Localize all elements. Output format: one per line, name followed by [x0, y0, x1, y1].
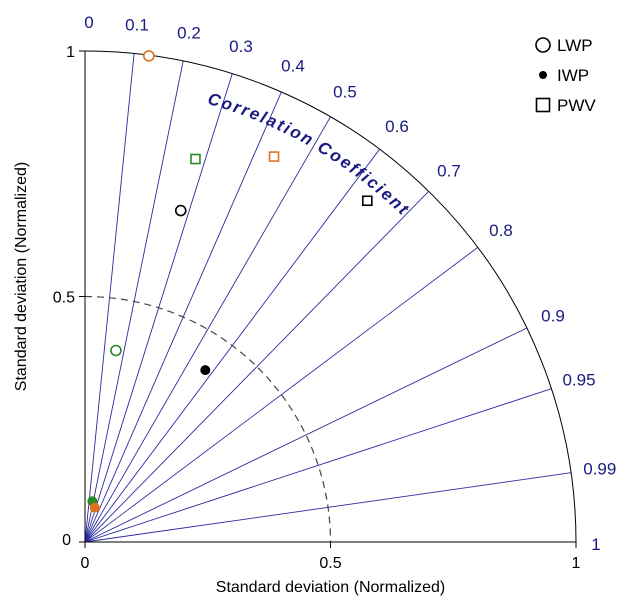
correlation-tick-label: 0.1	[125, 16, 149, 35]
correlation-tick-label: 0.2	[177, 24, 201, 43]
radial-line	[84, 247, 479, 543]
radial-line	[84, 388, 552, 543]
legend-filled-circle-icon	[539, 71, 547, 79]
correlation-radial-lines	[84, 53, 572, 543]
radial-line	[84, 327, 528, 543]
data-point-iwp	[200, 365, 211, 376]
correlation-tick-label: 0.8	[489, 221, 513, 240]
legend-entry-label: IWP	[557, 66, 589, 85]
y-tick-label: 1	[66, 44, 75, 61]
x-tick-label: 1	[572, 555, 581, 572]
legend-open-square-icon	[535, 97, 551, 113]
correlation-tick-label: 0.3	[229, 37, 253, 56]
radial-line	[84, 191, 430, 543]
reference-std-arc	[84, 295, 332, 543]
arc-label: Correlation Coefficient	[206, 89, 414, 220]
data-point-lwp	[110, 344, 122, 357]
legend: LWP IWP PWV	[535, 36, 596, 115]
radial-line	[84, 116, 331, 543]
data-point-lwp	[174, 204, 187, 217]
data-points	[87, 50, 373, 513]
x-axis-label: Standard deviation (Normalized)	[216, 579, 445, 596]
correlation-tick-label: 0.6	[385, 117, 409, 136]
correlation-tick-labels: 0 0.1 0.2 0.3 0.4 0.5 0.6 0.7 0.8 0.9 0.95 0.99 1	[84, 13, 616, 554]
correlation-tick-label: 0.99	[583, 460, 616, 479]
correlation-tick-label: 1	[591, 535, 600, 554]
y-tick-label: 0.5	[53, 290, 75, 307]
correlation-tick-label: 0.4	[281, 56, 305, 75]
x-tick-label: 0.5	[319, 555, 341, 572]
y-axis-label: Standard deviation (Normalized)	[13, 162, 30, 391]
data-point-iwp	[89, 502, 100, 513]
correlation-tick-label: 0.95	[562, 371, 595, 390]
outer-std-arc	[84, 50, 577, 543]
y-tick-label: 0	[62, 532, 71, 549]
data-point-pwv	[268, 151, 280, 162]
x-tick-label: 0	[81, 555, 90, 572]
correlation-tick-label: 0	[84, 13, 93, 32]
legend-open-circle-icon	[535, 37, 551, 53]
std-ticks: 00 0.5 0.5 1 1	[53, 44, 581, 572]
correlation-tick-label: 0.7	[437, 162, 461, 181]
data-point-lwp	[143, 50, 155, 62]
data-point-pwv	[190, 153, 201, 165]
correlation-tick-label: 0.9	[541, 306, 565, 325]
data-point-pwv	[362, 195, 373, 207]
legend-entry-label: PWV	[557, 96, 596, 115]
correlation-tick-label: 0.5	[333, 83, 357, 102]
legend-entry-label: LWP	[557, 36, 593, 55]
